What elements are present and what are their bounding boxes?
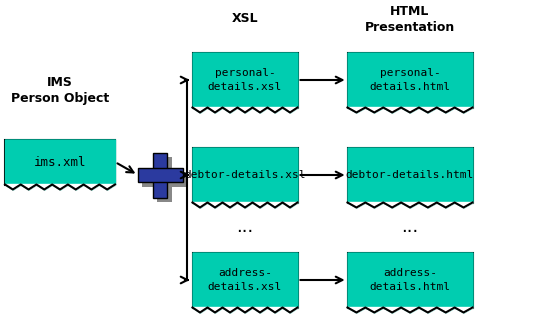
FancyBboxPatch shape xyxy=(192,147,298,202)
Text: ...: ... xyxy=(237,218,254,237)
FancyBboxPatch shape xyxy=(157,157,172,202)
FancyBboxPatch shape xyxy=(5,140,115,184)
FancyBboxPatch shape xyxy=(137,168,183,182)
Text: IMS
Person Object: IMS Person Object xyxy=(11,76,109,105)
Text: debtor-details.xsl: debtor-details.xsl xyxy=(184,170,306,180)
Text: address-
details.html: address- details.html xyxy=(370,268,451,292)
FancyBboxPatch shape xyxy=(348,252,473,307)
Text: address-
details.xsl: address- details.xsl xyxy=(208,268,282,292)
Text: ...: ... xyxy=(402,218,419,237)
Text: personal-
details.html: personal- details.html xyxy=(370,68,451,92)
FancyBboxPatch shape xyxy=(142,172,187,187)
FancyBboxPatch shape xyxy=(348,52,473,108)
Text: ims.xml: ims.xml xyxy=(34,156,86,168)
FancyBboxPatch shape xyxy=(192,252,298,307)
FancyBboxPatch shape xyxy=(348,147,473,202)
FancyBboxPatch shape xyxy=(192,52,298,108)
Text: personal-
details.xsl: personal- details.xsl xyxy=(208,68,282,92)
Text: debtor-details.html: debtor-details.html xyxy=(346,170,474,180)
FancyBboxPatch shape xyxy=(153,153,167,198)
Text: HTML
Presentation: HTML Presentation xyxy=(365,5,455,34)
Text: XSL: XSL xyxy=(232,12,258,25)
